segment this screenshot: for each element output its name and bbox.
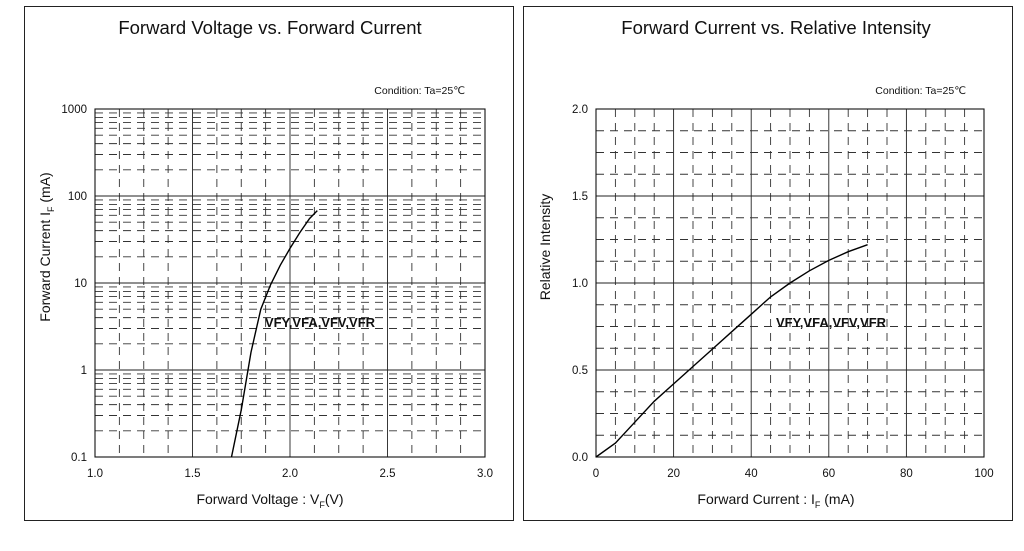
y-tick-label: 10	[74, 278, 87, 290]
x-tick-label: 1.5	[185, 468, 201, 480]
chart-panel-relative-intensity: Forward Current vs. Relative Intensity C…	[523, 6, 1013, 521]
chart-forward-current-vs-intensity: Forward Current vs. Relative Intensity C…	[537, 17, 994, 510]
condition-label: Condition: Ta=25℃	[875, 85, 966, 97]
chart-title: Forward Current vs. Relative Intensity	[621, 17, 931, 38]
y-tick-label: 1.0	[572, 278, 588, 290]
y-tick-label: 1.5	[572, 191, 588, 203]
x-axis-label: Forward Voltage : VF(V)	[196, 491, 343, 510]
y-tick-label: 0.5	[572, 365, 588, 377]
x-axis-label: Forward Current : IF (mA)	[697, 491, 854, 510]
x-tick-label: 100	[974, 468, 993, 480]
series-label: VFY,VFA,VFV,VFR	[776, 315, 887, 330]
y-tick-label: 0.1	[71, 452, 87, 464]
chart-panel-forward-voltage: Forward Voltage vs. Forward Current Cond…	[24, 6, 514, 521]
x-tick-label: 40	[745, 468, 758, 480]
x-tick-label: 3.0	[477, 468, 493, 480]
plot-frame	[94, 108, 486, 458]
chart-forward-voltage-vs-current: Forward Voltage vs. Forward Current Cond…	[37, 17, 493, 510]
series-line	[595, 244, 868, 458]
x-tick-label: 20	[667, 468, 680, 480]
x-tick-label: 80	[900, 468, 913, 480]
y-tick-label: 100	[68, 191, 87, 203]
y-axis-label: Forward Current IF (mA)	[37, 172, 56, 321]
plot-frame	[595, 108, 985, 458]
y-axis-label: Relative Intensity	[537, 194, 553, 301]
x-tick-label: 2.5	[380, 468, 396, 480]
series-label: VFY,VFA,VFV,VFR	[265, 315, 376, 330]
y-tick-label: 1	[81, 365, 87, 377]
x-tick-label: 0	[593, 468, 599, 480]
y-tick-label: 1000	[61, 104, 87, 116]
y-tick-label: 2.0	[572, 104, 588, 116]
y-tick-label: 0.0	[572, 452, 588, 464]
chart-title: Forward Voltage vs. Forward Current	[118, 17, 421, 38]
x-tick-label: 2.0	[282, 468, 298, 480]
x-tick-label: 60	[822, 468, 835, 480]
condition-label: Condition: Ta=25℃	[374, 85, 465, 97]
x-tick-label: 1.0	[87, 468, 103, 480]
series-line	[230, 210, 318, 458]
